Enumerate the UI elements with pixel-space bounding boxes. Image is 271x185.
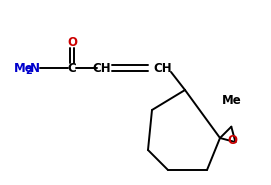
- Text: N: N: [30, 61, 40, 75]
- Text: O: O: [67, 36, 77, 48]
- Text: CH: CH: [93, 61, 111, 75]
- Text: CH: CH: [154, 61, 172, 75]
- Text: O: O: [227, 134, 237, 147]
- Text: Me: Me: [14, 61, 34, 75]
- Text: Me: Me: [222, 93, 242, 107]
- Text: 2: 2: [26, 66, 32, 76]
- Text: C: C: [68, 61, 76, 75]
